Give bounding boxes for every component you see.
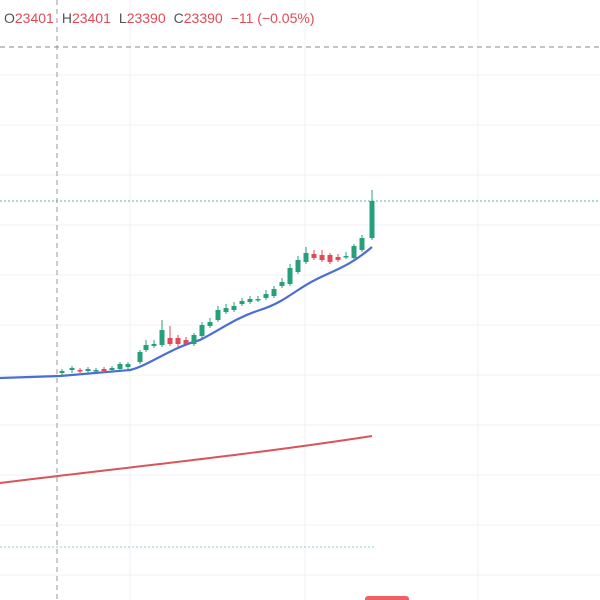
candle-body — [369, 201, 375, 238]
low-label: L — [119, 10, 127, 26]
ohlc-legend: O23401 H23401 L23390 C23390 −11 (−0.05%) — [4, 10, 314, 26]
candle-body — [335, 257, 341, 260]
moving-average-slow — [0, 435, 373, 484]
candle-body — [143, 345, 149, 350]
candle-body — [359, 238, 365, 250]
candles — [59, 190, 375, 375]
candle-body — [69, 368, 75, 370]
price-tag — [365, 596, 409, 600]
moving-average-fast — [0, 246, 373, 380]
ohlc-text: O23401 H23401 L23390 C23390 −11 (−0.05%) — [4, 10, 314, 26]
candle-body — [247, 299, 253, 302]
candle-body — [125, 364, 131, 367]
candle-body — [159, 330, 165, 345]
candle-body — [263, 294, 269, 298]
candle-body — [231, 306, 237, 310]
candle-body — [93, 370, 99, 372]
candle-body — [255, 299, 261, 301]
candle-body — [151, 344, 157, 346]
candle-body — [239, 301, 245, 304]
candle-body — [319, 255, 325, 260]
candle-body — [311, 254, 317, 258]
candle-body — [207, 322, 213, 326]
candle-body — [327, 255, 333, 262]
high-label: H — [62, 10, 72, 26]
close-label: C — [174, 10, 184, 26]
candle-body — [101, 369, 107, 371]
high-value: 23401 — [72, 10, 111, 26]
candle-body — [77, 370, 83, 372]
candle-body — [271, 289, 277, 296]
candle-body — [351, 246, 357, 258]
close-value: 23390 — [184, 10, 223, 26]
candle-body — [191, 335, 197, 344]
candle-body — [223, 308, 229, 312]
low-value: 23390 — [127, 10, 166, 26]
open-value: 23401 — [15, 10, 54, 26]
change-value: −11 (−0.05%) — [231, 10, 315, 26]
candle-body — [137, 352, 143, 362]
candle-body — [287, 268, 293, 284]
open-label: O — [4, 10, 15, 26]
candle-body — [343, 256, 349, 258]
candle-body — [85, 369, 91, 371]
candle-body — [175, 338, 181, 344]
candle-body — [279, 282, 285, 286]
candle-body — [295, 260, 301, 272]
candle-body — [199, 325, 205, 336]
candle-body — [215, 310, 221, 320]
candle-body — [303, 253, 309, 262]
candle-body — [59, 371, 65, 373]
candle-body — [117, 364, 123, 369]
candle-body — [109, 368, 115, 370]
candle-body — [167, 338, 173, 344]
candle-body — [183, 340, 189, 344]
